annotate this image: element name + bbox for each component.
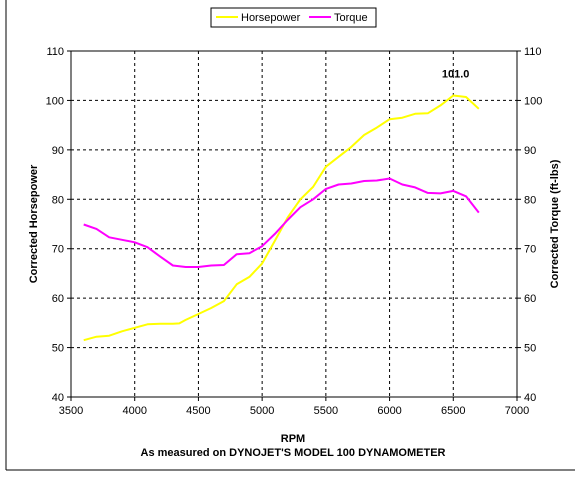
x-tick-label: 6000 <box>377 405 401 417</box>
y-tick-label-right: 40 <box>524 392 536 404</box>
grid <box>71 51 517 397</box>
x-tick-label: 5500 <box>314 405 338 417</box>
y-axis-left-title: Corrected Horsepower <box>28 164 40 283</box>
x-tick-label: 3500 <box>59 405 83 417</box>
x-tick-labels: 3500 4000 4500 5000 5500 6000 6500 7000 <box>59 405 529 417</box>
y-tick-label-right: 70 <box>524 244 536 256</box>
y-tick-label-left: 60 <box>52 293 64 305</box>
chart-subtitle: As measured on DYNOJET'S MODEL 100 DYNAM… <box>141 447 446 459</box>
x-tick-label: 5000 <box>250 405 274 417</box>
y-tick-label-left: 90 <box>52 145 64 157</box>
y-axis-right-title: Corrected Torque (ft-lbs) <box>549 159 561 288</box>
y-tick-label-left: 50 <box>52 343 64 355</box>
y-tick-label-left: 40 <box>52 392 64 404</box>
y-tick-label-left: 100 <box>46 95 64 107</box>
legend-box <box>210 7 377 28</box>
x-tick-label: 7000 <box>505 405 529 417</box>
y-tick-label-right: 90 <box>524 145 536 157</box>
y-tick-label-left: 80 <box>52 194 64 206</box>
x-tick-label: 4000 <box>122 405 146 417</box>
plot-area <box>70 50 518 398</box>
y-tick-label-right: 60 <box>524 293 536 305</box>
series-line-horsepower <box>83 94 480 342</box>
y-tick-label-left: 110 <box>46 46 64 58</box>
legend: Horsepower Torque <box>210 7 377 28</box>
y-tick-labels-right: 40 50 60 70 80 90 100 110 <box>524 46 542 404</box>
axis-ticks <box>67 50 521 401</box>
x-tick-label: 4500 <box>186 405 210 417</box>
x-tick-label: 6500 <box>441 405 465 417</box>
series-lines <box>83 94 480 342</box>
series-line-torque <box>83 177 480 268</box>
y-tick-label-right: 80 <box>524 194 536 206</box>
x-axis-title: RPM <box>281 433 305 445</box>
peak-annotation: 101.0 <box>442 68 470 80</box>
y-tick-label-left: 70 <box>52 244 64 256</box>
y-tick-label-right: 50 <box>524 343 536 355</box>
y-tick-label-right: 110 <box>524 46 542 58</box>
legend-label-torque: Torque <box>334 12 368 24</box>
y-tick-label-right: 100 <box>524 95 542 107</box>
y-tick-labels-left: 40 50 60 70 80 90 100 110 <box>46 46 64 404</box>
legend-label-horsepower: Horsepower <box>241 12 301 24</box>
